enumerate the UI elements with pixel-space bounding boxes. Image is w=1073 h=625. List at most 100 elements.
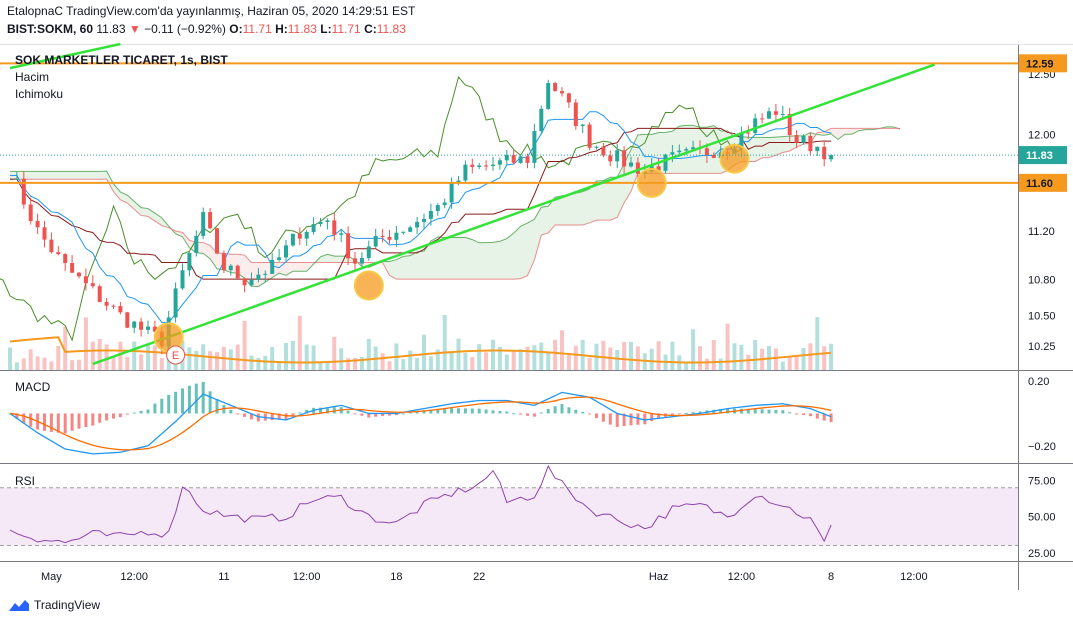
macd-histogram-bar	[153, 403, 157, 414]
volume-bar	[484, 352, 489, 370]
macd-histogram-bar	[650, 413, 654, 422]
time-tick-label: 18	[390, 571, 402, 583]
kumo-segment	[424, 240, 431, 280]
kumo-segment	[775, 136, 783, 156]
candle-body	[42, 227, 47, 240]
candles	[14, 79, 834, 355]
candle-body	[704, 148, 709, 155]
volume-bar	[746, 354, 751, 370]
macd-histogram-bar	[519, 413, 523, 415]
kumo-segment	[113, 183, 121, 200]
candle-body	[132, 321, 137, 328]
candle-body	[318, 221, 323, 225]
volume-bar	[773, 348, 778, 370]
macd-histogram-bar	[243, 413, 247, 417]
candle-body	[566, 93, 571, 103]
volume-bar	[546, 352, 551, 370]
kumo-segment	[389, 259, 397, 280]
volume-bar	[822, 346, 827, 370]
candle-body	[470, 164, 475, 167]
candle-body	[746, 132, 751, 134]
kumo-segment	[465, 237, 473, 280]
macd-histogram-bar	[381, 413, 385, 417]
macd-histogram-bar	[560, 404, 564, 414]
down-arrow-icon: ▼	[128, 22, 141, 36]
macd-line	[9, 391, 832, 455]
macd-histogram-bar	[63, 413, 67, 434]
macd-histogram-bar	[319, 407, 322, 414]
volume-bar	[815, 317, 820, 370]
macd-histogram-bar	[484, 409, 488, 414]
rsi-pane-title[interactable]: RSI	[15, 474, 36, 488]
macd-histogram-bar	[256, 413, 260, 422]
macd-histogram-bar	[250, 413, 253, 420]
price-tick-label: 10.80	[1028, 274, 1056, 286]
candle-body	[221, 253, 226, 271]
tradingview-brand[interactable]: TradingView	[8, 598, 100, 612]
macd-histogram-bar	[615, 413, 619, 427]
volume-bar	[346, 358, 351, 370]
volume-bar	[339, 348, 344, 370]
candle-body	[711, 154, 716, 158]
candle-body	[366, 246, 371, 258]
highlight-circle	[353, 270, 384, 301]
volume-bar	[28, 349, 33, 370]
volume-bar	[270, 346, 275, 370]
kumo-segment	[838, 128, 845, 140]
macd-histogram-bar	[125, 413, 129, 415]
candle-body	[463, 164, 468, 181]
macd-histogram-bar	[222, 405, 226, 414]
ichimoku-indicator-label[interactable]: Ichimoku	[15, 87, 64, 101]
candle-body	[70, 263, 75, 273]
high-label: H:	[275, 22, 288, 36]
earnings-marker: E	[166, 345, 186, 365]
macd-histogram-bar	[622, 413, 626, 427]
macd-histogram-bar	[677, 413, 681, 415]
candle-body	[677, 150, 682, 153]
volume-bar	[311, 345, 316, 370]
macd-histogram-bar	[181, 388, 184, 414]
rsi-pane	[0, 464, 1018, 547]
price-tick-label: 10.50	[1028, 311, 1056, 323]
candle-body	[125, 312, 130, 328]
candle-body	[173, 288, 178, 318]
kumo-segment	[396, 256, 404, 280]
candle-body	[152, 326, 157, 332]
candle-body	[801, 135, 806, 143]
close-label: C:	[364, 22, 377, 36]
candle-body	[525, 156, 530, 163]
kumo-segment	[479, 242, 487, 280]
volume-bar	[366, 338, 371, 370]
macd-histogram-bar	[429, 409, 433, 414]
macd-histogram-bar	[284, 413, 288, 420]
candle-body	[49, 239, 54, 253]
price-tick-label: 12.00	[1028, 130, 1056, 142]
time-tick-label: 12:00	[120, 571, 148, 583]
kumo-segment	[51, 171, 59, 180]
macd-histogram-bar	[388, 413, 391, 416]
kumo-segment	[37, 171, 45, 180]
main-pane-title: SOK MARKETLER TICARET, 1s, BIST	[15, 53, 228, 67]
volume-bar	[553, 339, 558, 370]
kumo-segment	[499, 238, 507, 280]
candle-body	[277, 257, 282, 260]
last-price-tag-bg	[1019, 146, 1067, 165]
volume-bar	[353, 357, 357, 370]
signal-line	[9, 396, 832, 451]
candle-body	[663, 154, 668, 171]
kijun-sen	[9, 127, 832, 280]
candle-body	[111, 305, 116, 307]
volume-bar	[635, 346, 640, 370]
macd-histogram-bar	[208, 391, 212, 414]
macd-histogram-bar	[49, 413, 53, 432]
candle-body	[615, 150, 620, 162]
macd-pane-title[interactable]: MACD	[15, 380, 51, 394]
candle-body	[504, 154, 509, 161]
volume-bar	[132, 341, 137, 370]
volume-indicator-label[interactable]: Hacim	[15, 70, 50, 84]
volume-bar	[70, 360, 75, 370]
macd-histogram-bar	[505, 411, 509, 414]
time-tick-label: 12:00	[293, 571, 321, 583]
volume-bar	[829, 343, 834, 370]
candle-body	[511, 154, 516, 163]
